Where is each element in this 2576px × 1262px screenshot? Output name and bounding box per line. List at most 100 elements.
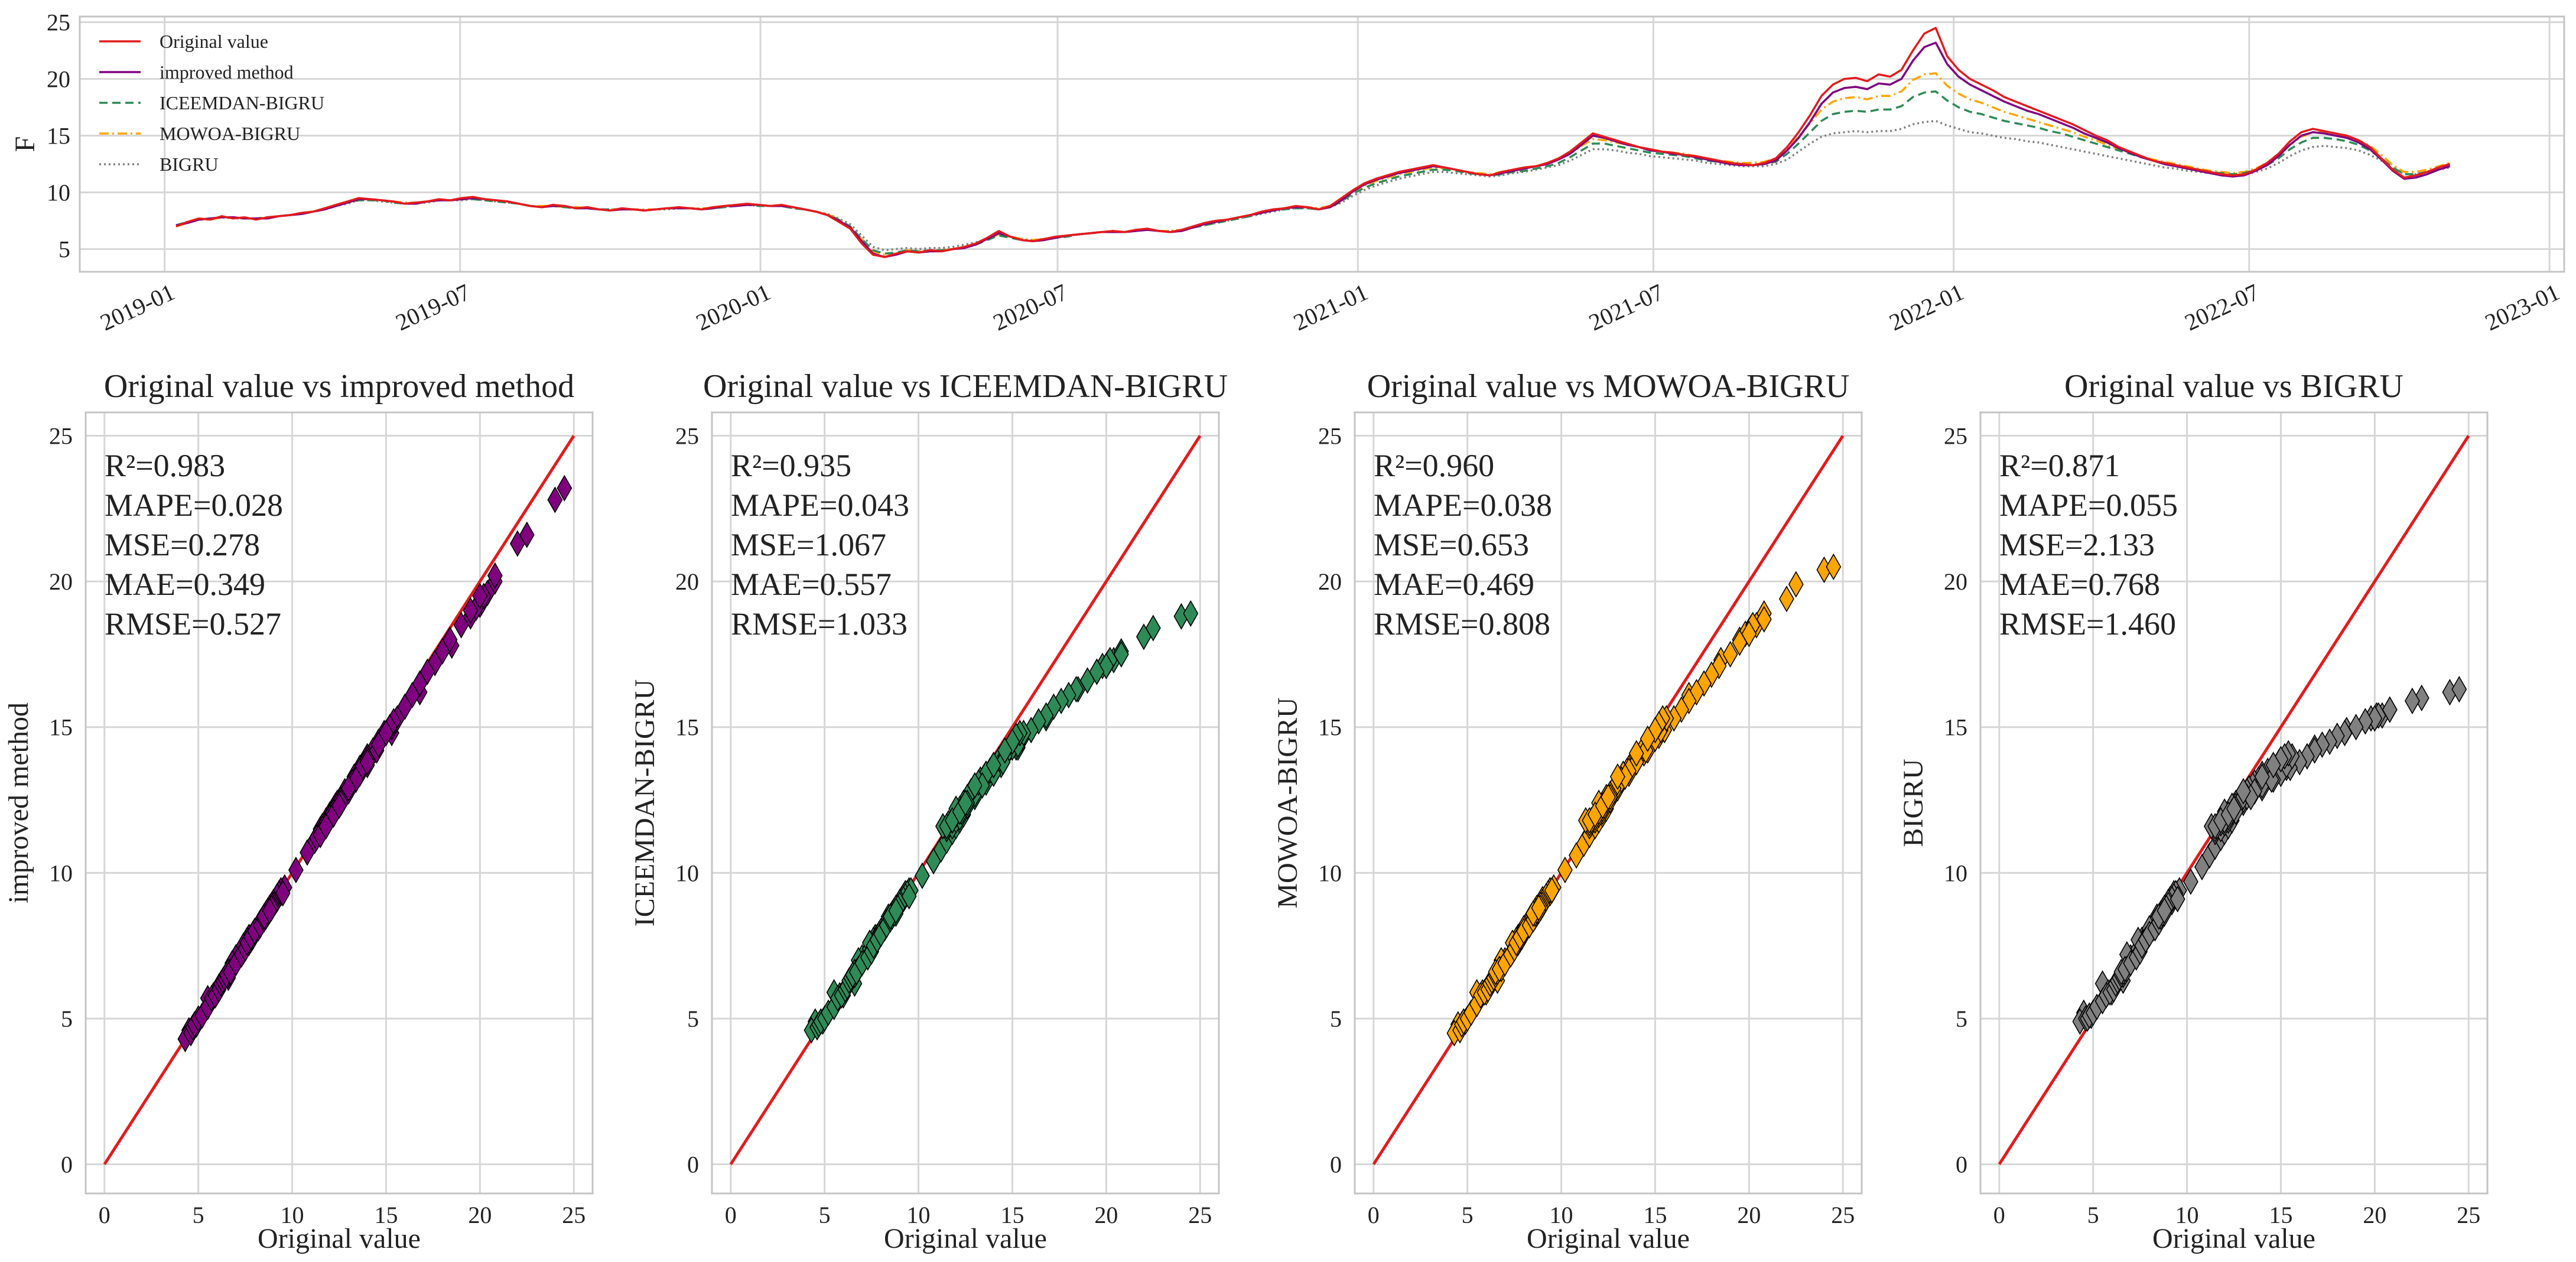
scatter-x-tick-label: 15: [374, 1202, 398, 1228]
scatter-y-tick-label: 10: [675, 860, 699, 886]
scatter-y-tick-label: 5: [687, 1006, 699, 1032]
scatter-point: [487, 562, 503, 589]
metric-rmse: RMSE=0.527: [105, 606, 281, 642]
scatter-y-tick-label: 10: [49, 860, 73, 886]
scatter-x-tick-label: 0: [99, 1202, 110, 1228]
scatter-x-tick-label: 10: [1550, 1202, 1573, 1228]
scatter-x-tick-label: 25: [562, 1202, 586, 1228]
scatter-title: Original value vs MOWOA-BIGRU: [1367, 368, 1850, 405]
scatter-y-tick-label: 25: [1944, 422, 1967, 449]
scatter-y-tick-label: 20: [1944, 568, 1967, 595]
scatter-point: [359, 749, 375, 776]
scatter-point: [1628, 740, 1644, 767]
time-series-lines: [175, 27, 2451, 258]
ts-y-tick-label: 25: [47, 9, 70, 36]
scatter-point: [1722, 640, 1738, 668]
scatter-point: [958, 789, 973, 817]
scatter-point: [1732, 629, 1748, 656]
metric-r2: R²=0.871: [1999, 448, 2120, 483]
scatter-point: [2170, 886, 2185, 913]
scatter-x-tick-label: 20: [2363, 1202, 2386, 1228]
scatter-x-tick-label: 5: [193, 1202, 204, 1228]
metric-rmse: RMSE=1.033: [731, 606, 908, 642]
metric-mae: MAE=0.557: [731, 567, 892, 602]
ts-y-tick-label: 20: [47, 66, 70, 93]
scatter-point: [1788, 571, 1804, 598]
metric-mse: MSE=2.133: [1999, 527, 2155, 562]
scatter-y-tick-label: 0: [1956, 1152, 1967, 1178]
time-series-legend: Original value improved method ICEEMDAN-BI…: [99, 31, 324, 175]
scatter-point: [901, 883, 917, 910]
ts-line-original-value: [175, 27, 2451, 258]
scatter-point: [1136, 623, 1152, 650]
metric-mse: MSE=0.278: [105, 527, 260, 562]
scatter-x-tick-label: 5: [819, 1202, 831, 1228]
scatter-point: [997, 737, 1013, 764]
scatter-point: [1756, 606, 1772, 633]
ts-y-tick-label: 10: [47, 180, 70, 206]
scatter-point: [509, 530, 525, 557]
scatter-point: [1601, 783, 1616, 811]
scatter-y-label: MOWOA-BIGRU: [1272, 697, 1303, 908]
scatter-point: [370, 731, 386, 758]
scatter-x-tick-label: 25: [1831, 1202, 1855, 1228]
metric-r2: R²=0.935: [731, 448, 851, 483]
scatter-y-label: improved method: [3, 702, 34, 903]
scatter-x-tick-label: 10: [907, 1202, 931, 1228]
scatter-point: [1609, 763, 1625, 791]
scatter-y-tick-label: 25: [675, 422, 699, 449]
metric-mse: MSE=0.653: [1374, 527, 1529, 562]
scatter-point: [1557, 856, 1573, 884]
scatter-x-tick-label: 15: [1000, 1202, 1024, 1228]
metric-mape: MAPE=0.043: [731, 487, 909, 523]
scatter-panel-improved: 0 5 10 15 20 25 0 5 10 15 20 25 Original value vs im…: [3, 368, 594, 1254]
scatter-y-tick-label: 10: [1944, 860, 1967, 886]
metric-mae: MAE=0.469: [1374, 567, 1534, 602]
scatter-point: [1531, 894, 1547, 922]
scatter-title: Original value vs improved method: [104, 368, 574, 405]
scatter-point: [985, 752, 1001, 779]
legend-label-iceemdan-bigru: ICEEMDAN-BIGRU: [160, 92, 324, 113]
scatter-x-label: Original value: [2152, 1223, 2315, 1254]
scatter-panel-bigru: 0 5 10 15 20 25 0 5 10 15 20 25 Original value vs BI…: [1898, 368, 2489, 1254]
metric-mse: MSE=1.067: [731, 527, 886, 562]
scatter-y-tick-label: 0: [1330, 1152, 1342, 1178]
scatter-x-tick-label: 0: [1368, 1202, 1380, 1228]
time-series-grid: [80, 17, 2564, 272]
scatter-point: [557, 474, 573, 502]
scatter-point: [2235, 778, 2251, 805]
scatter-y-tick-label: 25: [49, 422, 73, 449]
scatter-y-tick-label: 5: [61, 1006, 73, 1032]
metric-rmse: RMSE=1.460: [1999, 606, 2176, 642]
scatter-point: [472, 583, 488, 610]
time-series-y-ticks: 5 10 15 20 25: [47, 9, 70, 263]
scatter-x-label: Original value: [1527, 1223, 1690, 1254]
scatter-panel-mowoa: 0 5 10 15 20 25 0 5 10 15 20 25 Original value vs MO…: [1272, 368, 1863, 1254]
scatter-x-tick-label: 10: [281, 1202, 304, 1228]
scatter-x-tick-label: 20: [1737, 1202, 1761, 1228]
scatter-point: [2254, 763, 2270, 791]
scatter-frame: [1354, 411, 1863, 1195]
scatter-point: [2404, 687, 2420, 715]
scatter-y-label: ICEEMDAN-BIGRU: [629, 679, 661, 927]
metric-mape: MAPE=0.038: [1374, 487, 1552, 523]
ts-y-tick-label: 15: [47, 123, 70, 149]
scatter-x-tick-label: 5: [1462, 1202, 1474, 1228]
scatter-point: [888, 897, 904, 925]
scatter-point: [967, 772, 983, 799]
scatter-y-tick-label: 15: [1944, 714, 1967, 741]
scatter-x-label: Original value: [884, 1223, 1047, 1254]
metric-r2: R²=0.983: [105, 448, 225, 483]
scatter-point: [2414, 684, 2429, 712]
scatter-x-tick-label: 25: [1188, 1202, 1212, 1228]
scatter-x-tick-label: 25: [2457, 1202, 2480, 1228]
scatter-x-tick-label: 20: [468, 1202, 492, 1228]
scatter-point: [1079, 667, 1095, 694]
scatter-point: [463, 597, 479, 625]
scatter-y-tick-label: 25: [1318, 422, 1342, 449]
scatter-point: [2451, 675, 2467, 703]
metric-r2: R²=0.960: [1374, 448, 1494, 483]
scatter-point: [2367, 705, 2383, 732]
scatter-y-tick-label: 0: [687, 1152, 699, 1178]
